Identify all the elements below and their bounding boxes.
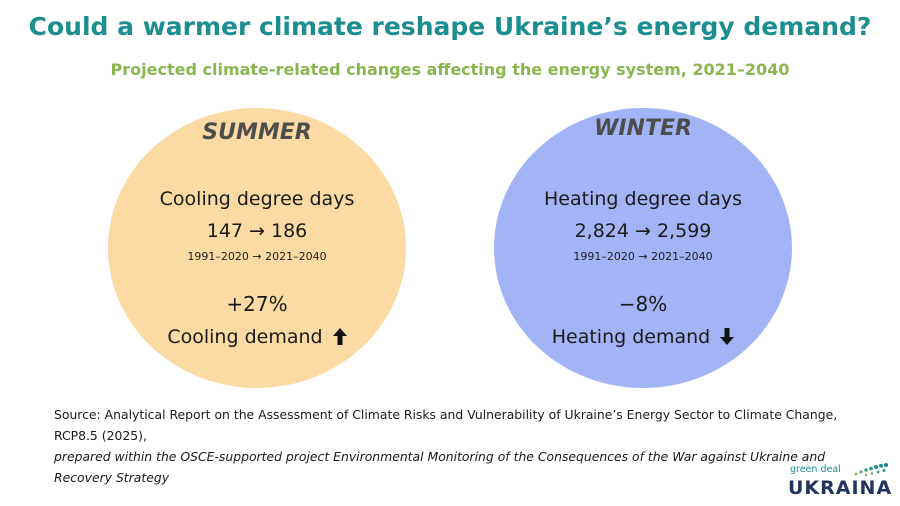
arrow-up-icon — [332, 328, 347, 345]
cooling-demand-label: Cooling demand — [167, 326, 323, 348]
cooling-metric-label: Cooling degree days — [159, 188, 355, 210]
page-title: Could a warmer climate reshape Ukraine’s… — [28, 12, 872, 41]
source-line-2: prepared within the OSCE-supported proje… — [54, 449, 826, 485]
cooling-periods: 1991–2020 → 2021–2040 — [187, 250, 327, 263]
source-note: Source: Analytical Report on the Assessm… — [54, 404, 874, 488]
cooling-degree-days-values: 147 → 186 — [206, 220, 308, 242]
winter-season-label: WINTER — [594, 116, 692, 141]
heating-change: −8% — [618, 292, 668, 316]
winter-circle: WINTER Heating degree days 2,824 → 2,599… — [494, 108, 792, 388]
source-line-1: Source: Analytical Report on the Assessm… — [54, 407, 838, 443]
arrow-down-icon — [720, 328, 735, 345]
logo-big-text: UKRAINA — [788, 477, 893, 499]
green-deal-ukraina-logo: green deal UKRAINA — [782, 462, 892, 500]
heating-demand: Heating demand — [494, 326, 792, 348]
heating-demand-label: Heating demand — [551, 326, 711, 348]
cooling-change: +27% — [226, 292, 288, 316]
summer-season-label: SUMMER — [202, 120, 312, 145]
heating-metric-label: Heating degree days — [544, 188, 742, 210]
logo-small-text: green deal — [790, 464, 841, 475]
summer-circle: SUMMER Cooling degree days 147 → 186 199… — [108, 108, 406, 388]
cooling-demand: Cooling demand — [108, 326, 406, 348]
heating-degree-days-values: 2,824 → 2,599 — [574, 220, 712, 242]
heating-periods: 1991–2020 → 2021–2040 — [573, 250, 713, 263]
page-subtitle: Projected climate-related changes affect… — [110, 60, 790, 79]
logo-dots-icon — [854, 463, 888, 477]
